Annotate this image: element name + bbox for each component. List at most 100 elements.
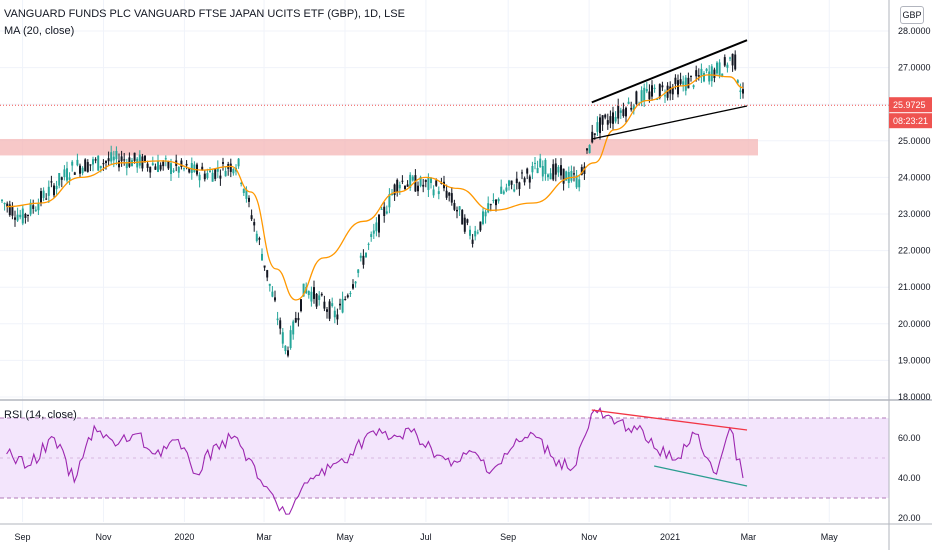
candle-body bbox=[463, 217, 466, 232]
candle-body bbox=[435, 180, 438, 186]
candle-body bbox=[482, 211, 484, 224]
time-tick-label: May bbox=[336, 532, 354, 542]
candle-body bbox=[271, 291, 274, 297]
candle-body bbox=[396, 179, 399, 193]
candle-body bbox=[383, 206, 386, 216]
candle-body bbox=[458, 206, 461, 210]
candle-body bbox=[281, 332, 284, 344]
candle-body bbox=[731, 53, 734, 66]
rsi-line bbox=[6, 406, 744, 515]
candle-body bbox=[73, 172, 76, 175]
candle-body bbox=[596, 122, 599, 132]
time-axis-ticks[interactable]: Sep Nov 2020 Mar May Jul Sep Nov 2021 Mar May bbox=[15, 532, 839, 542]
candle-body bbox=[177, 167, 180, 173]
time-tick-label: Sep bbox=[500, 532, 516, 542]
rsi-axis-ticks[interactable]: 60.00 40.00 20.00 bbox=[898, 433, 921, 523]
candle-body bbox=[248, 197, 250, 202]
candle-body bbox=[180, 160, 183, 168]
candle-body bbox=[362, 255, 365, 265]
candle-body bbox=[617, 105, 620, 119]
time-tick-label: Mar bbox=[741, 532, 757, 542]
candle-body bbox=[515, 178, 518, 184]
price-tick-label: 18.0000 bbox=[898, 392, 931, 402]
candle-body bbox=[710, 66, 713, 82]
candle-body bbox=[341, 298, 344, 313]
candle-body bbox=[440, 182, 443, 184]
candle-body bbox=[697, 75, 700, 77]
candle-body bbox=[419, 176, 422, 186]
candle-body bbox=[692, 85, 695, 88]
candle-body bbox=[172, 170, 175, 172]
candle-body bbox=[430, 178, 432, 184]
candle-body bbox=[297, 317, 300, 321]
candle-body bbox=[479, 221, 482, 231]
symbol-title[interactable]: VANGUARD FUNDS PLC VANGUARD FTSE JAPAN U… bbox=[4, 8, 405, 20]
candle-body bbox=[539, 158, 542, 168]
candle-body bbox=[352, 284, 354, 289]
candle-body bbox=[97, 155, 100, 171]
candle-body bbox=[136, 158, 139, 168]
candle-body bbox=[562, 168, 565, 184]
candle-body bbox=[216, 167, 219, 172]
candle-body bbox=[726, 64, 729, 68]
candle-body bbox=[253, 222, 256, 226]
candle-body bbox=[60, 177, 63, 180]
candle-body bbox=[211, 172, 214, 182]
candle-body bbox=[193, 164, 196, 173]
price-axis-ticks[interactable]: 28.000027.000026.000025.000024.000023.00… bbox=[898, 26, 931, 402]
candle-body bbox=[492, 199, 495, 201]
candle-body bbox=[29, 202, 32, 215]
candle-body bbox=[445, 190, 448, 198]
candle-body bbox=[55, 185, 58, 190]
currency-button[interactable]: GBP bbox=[900, 6, 924, 24]
time-tick-label: 2020 bbox=[174, 532, 194, 542]
candle-body bbox=[138, 154, 141, 166]
candle-body bbox=[284, 345, 287, 352]
candle-body bbox=[154, 166, 157, 170]
candle-body bbox=[716, 62, 718, 74]
ma-legend[interactable]: MA (20, close) bbox=[4, 25, 75, 37]
candle-body bbox=[318, 295, 321, 300]
candle-body bbox=[276, 318, 279, 321]
time-tick-label: 2021 bbox=[660, 532, 680, 542]
candle-body bbox=[219, 175, 222, 179]
candle-body bbox=[6, 203, 9, 207]
candle-body bbox=[388, 194, 391, 208]
candle-body bbox=[549, 173, 552, 180]
candle-body bbox=[476, 232, 479, 234]
candle-body bbox=[606, 120, 609, 125]
candle-body bbox=[437, 191, 440, 195]
candle-body bbox=[8, 204, 11, 216]
price-tick-label: 19.0000 bbox=[898, 355, 931, 365]
candle-body bbox=[552, 164, 555, 180]
candle-body bbox=[349, 293, 352, 295]
candle-body bbox=[115, 151, 118, 160]
candle-body bbox=[601, 115, 604, 125]
candle-body bbox=[502, 191, 505, 194]
candle-body bbox=[375, 222, 378, 232]
candle-body bbox=[372, 230, 375, 234]
candle-body bbox=[391, 193, 393, 196]
candle-body bbox=[404, 185, 406, 190]
rsi-legend[interactable]: RSI (14, close) bbox=[4, 409, 77, 421]
candle-body bbox=[1, 199, 3, 202]
candle-body bbox=[112, 156, 115, 161]
candle-body bbox=[471, 239, 474, 244]
candle-body bbox=[557, 166, 560, 173]
candle-body bbox=[71, 161, 74, 166]
wedge-upper-trendline bbox=[591, 39, 748, 104]
candle-body bbox=[188, 168, 191, 173]
candle-body bbox=[742, 89, 744, 94]
price-tick-label: 24.0000 bbox=[898, 172, 931, 182]
support-zone bbox=[0, 138, 758, 156]
candle-body bbox=[34, 209, 37, 212]
candle-body bbox=[518, 182, 521, 190]
candle-body bbox=[32, 205, 35, 209]
candle-body bbox=[357, 269, 360, 273]
candle-body bbox=[604, 114, 607, 118]
candle-body bbox=[422, 184, 425, 187]
candle-body bbox=[708, 71, 711, 82]
candle-body bbox=[11, 206, 14, 216]
last-price-tag: 25.9725 08:23:21 bbox=[889, 97, 932, 129]
